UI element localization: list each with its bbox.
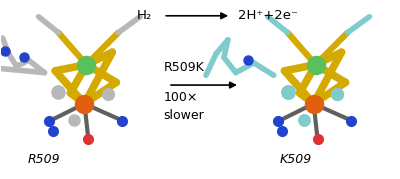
Text: H₂: H₂ bbox=[137, 9, 152, 22]
Text: slower: slower bbox=[163, 109, 204, 122]
Text: R509K: R509K bbox=[163, 61, 204, 74]
Text: 100×: 100× bbox=[163, 91, 198, 104]
Text: R509: R509 bbox=[28, 153, 60, 166]
Text: K509: K509 bbox=[280, 153, 312, 166]
Text: 2H⁺+2e⁻: 2H⁺+2e⁻ bbox=[238, 9, 298, 22]
